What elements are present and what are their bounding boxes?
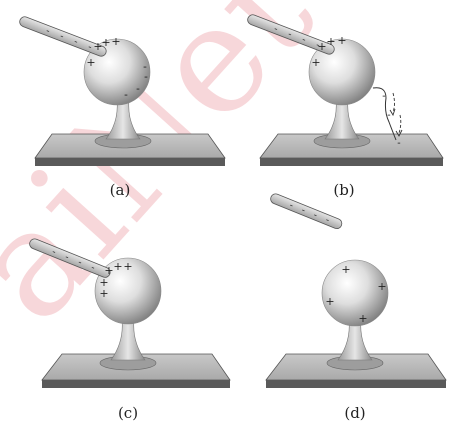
panel-a-charge: - — [144, 70, 148, 83]
panel-b-stem — [324, 99, 360, 140]
rod-charge: - — [300, 34, 307, 45]
panel-d-stem — [337, 319, 373, 361]
panel-d-charge: + — [341, 263, 350, 276]
panel-d-charge: + — [325, 295, 334, 308]
rod-charge: - — [44, 25, 51, 36]
panel-b: - - - - + + + + - - - (b) — [247, 14, 444, 199]
panel-b-ground-wire: - - - — [372, 87, 403, 149]
panel-c-rod: - - - - — [29, 238, 111, 278]
panel-c-label: (c) — [118, 404, 138, 422]
panel-b-charge: + — [337, 34, 346, 47]
rod-charge: - — [58, 31, 65, 42]
panel-b-charge: + — [311, 56, 320, 69]
panel-b-rod: - - - - — [247, 14, 335, 55]
panel-a: - - - - + + + + - - - - (a) — [19, 16, 226, 199]
panel-a-rod: - - - - — [19, 16, 107, 57]
panel-b-base — [259, 133, 444, 166]
ground-wire-charge: - — [382, 91, 385, 102]
panel-b-sphere — [308, 38, 376, 106]
rod-charge: - — [286, 29, 293, 40]
panel-c-stem — [110, 319, 146, 361]
panel-a-label: (a) — [110, 181, 131, 199]
panel-a-charge: + — [111, 35, 120, 48]
rod-charge: - — [50, 246, 57, 257]
panel-c: - - - - + + + + + (c) — [29, 238, 231, 422]
rod-charge: - — [89, 262, 96, 273]
panel-c-charge: + — [99, 276, 108, 289]
watermark-text: aiNet — [0, 0, 346, 354]
panel-a-charge: - — [136, 82, 140, 95]
panel-d-charge: + — [377, 280, 386, 293]
panel-d-rod: - - - - — [270, 193, 343, 229]
panel-a-stem — [105, 99, 141, 140]
rod-charge: - — [86, 42, 93, 53]
rod-charge: - — [324, 215, 331, 226]
panel-d-charge: + — [358, 312, 367, 325]
panel-b-charge: + — [317, 40, 326, 53]
rod-charge: - — [312, 210, 319, 221]
rod-charge: - — [288, 200, 295, 211]
panel-a-charge: + — [86, 56, 95, 69]
rod-charge: - — [314, 40, 321, 51]
panel-a-charge: + — [93, 40, 102, 53]
panel-c-charge: + — [99, 287, 108, 300]
panel-c-charge: + — [113, 260, 122, 273]
panel-d-sphere — [321, 259, 389, 327]
panel-c-sphere — [94, 257, 162, 325]
rod-charge: - — [63, 252, 70, 263]
panel-d-label: (d) — [344, 404, 365, 422]
rod-charge: - — [76, 257, 83, 268]
panel-a-charge: + — [101, 36, 110, 49]
ground-wire-charge: - — [397, 138, 400, 149]
panel-a-charge: - — [143, 60, 147, 73]
panel-a-charge: - — [124, 88, 128, 101]
panel-c-base — [41, 353, 231, 388]
panel-b-charge: + — [326, 35, 335, 48]
panel-d: - - - - + + + + (d) — [265, 193, 447, 422]
panel-c-charge: + — [104, 264, 113, 277]
watermark: aiNet — [0, 0, 346, 354]
panel-c-charge: + — [123, 260, 132, 273]
rod-charge: - — [72, 36, 79, 47]
rod-charge: - — [272, 23, 279, 34]
ground-wire-charge: - — [387, 110, 390, 121]
panel-d-base — [265, 353, 447, 388]
rod-charge: - — [300, 205, 307, 216]
panel-b-label: (b) — [333, 181, 354, 199]
